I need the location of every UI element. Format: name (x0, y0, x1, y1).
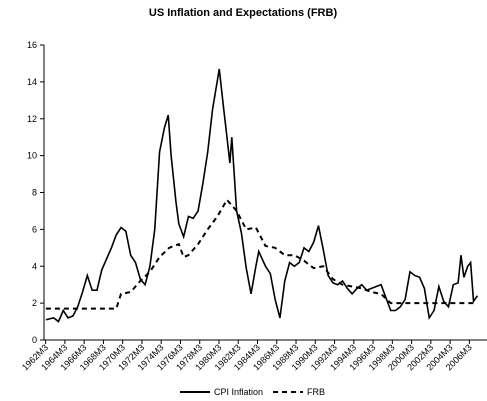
y-tick-label: 4 (32, 261, 37, 271)
y-tick-label: 12 (27, 114, 37, 124)
y-tick-label: 16 (27, 40, 37, 50)
legend-label: FRB (307, 387, 325, 397)
y-tick-label: 2 (32, 298, 37, 308)
y-tick-label: 10 (27, 151, 37, 161)
line-series (45, 68, 479, 323)
legend-label: CPI Inflation (214, 387, 263, 397)
y-tick-label: 6 (32, 224, 37, 234)
chart-title: US Inflation and Expectations (FRB) (149, 7, 338, 19)
y-tick-label: 14 (27, 77, 37, 87)
y-tick-label: 0 (32, 335, 37, 345)
y-tick-label: 8 (32, 188, 37, 198)
line-series (45, 198, 478, 310)
